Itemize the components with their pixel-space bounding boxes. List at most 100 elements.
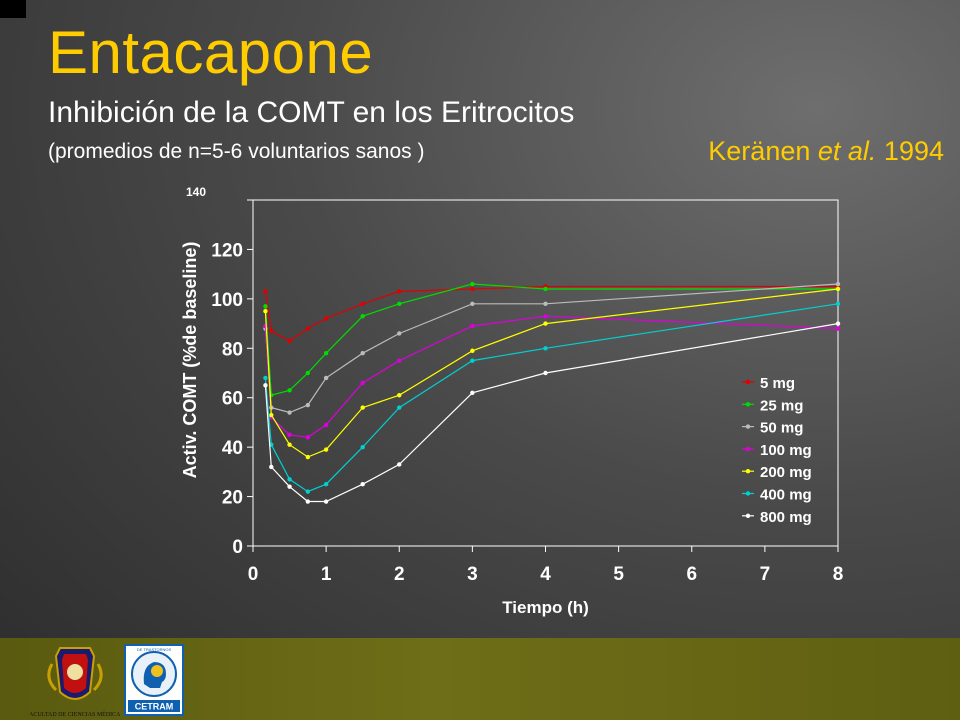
legend-swatch-point [745,402,751,407]
series-line-5-mg [264,285,838,342]
data-point [397,301,402,306]
legend-swatch-point [745,491,751,496]
data-point [263,323,268,329]
legend-label: 800 mg [760,509,812,526]
data-point [470,281,475,287]
data-point [470,286,475,292]
x-tick-label: 5 [613,564,624,585]
series-line-200-mg [264,288,839,458]
y-tick-label: 80 [222,339,243,360]
data-point [470,323,475,329]
data-point [305,489,311,494]
data-point [287,477,292,482]
data-point [360,380,365,386]
slide-title: Entacapone [48,19,374,86]
data-point [543,313,548,319]
data-point [397,289,402,294]
data-point [397,405,402,410]
y-tick-label: 140 [186,185,206,199]
y-tick-label: 100 [211,290,243,311]
legend-swatch-point [745,424,751,429]
data-point [835,281,841,287]
faculty-logo: FACULTAD DE CIENCIAS MÉDICAS [30,647,120,718]
x-tick-label: 4 [540,564,551,585]
data-point [835,321,841,326]
data-point [470,390,475,395]
data-point [323,316,329,321]
data-point [323,375,329,381]
data-point [543,301,548,306]
data-point [397,331,402,336]
x-tick-label: 3 [467,564,478,585]
data-point [305,370,311,376]
x-tick-label: 6 [686,564,697,585]
citation-etal: et al. [817,136,877,166]
data-point [305,499,311,504]
legend-label: 400 mg [760,487,812,504]
data-point [305,326,311,331]
citation-year: 1994 [876,136,944,166]
data-point [397,358,402,363]
data-point [263,375,268,381]
series-line-25-mg [264,283,838,396]
x-tick-label: 8 [833,564,844,585]
x-axis-label: Tiempo (h) [502,598,589,617]
data-point [543,286,548,292]
data-point [287,442,292,447]
data-point [835,286,841,292]
data-point [263,309,268,314]
data-point [323,499,329,504]
data-point [360,444,365,450]
data-point [305,454,311,460]
data-point [360,482,365,487]
data-point [470,301,475,306]
data-point [263,383,268,388]
data-point [397,393,402,398]
citation-author: Keränen [708,136,818,166]
data-point [835,301,841,306]
y-tick-label: 40 [222,438,243,459]
data-point [360,313,365,319]
data-point [305,435,311,440]
data-point [543,370,548,376]
data-point [323,482,329,487]
data-point [287,410,292,415]
slide-subtitle: Inhibición de la COMT en los Eritrocitos [48,96,575,129]
study-note: (promedios de n=5-6 voluntarios sanos ) [48,140,425,163]
legend-label: 200 mg [760,464,812,481]
citation: Keränen et al. 1994 [708,136,944,167]
corner-mark [0,0,26,18]
cetram-ring-text: DE TRASTORNOS [137,647,172,652]
data-point [360,405,365,410]
legend-label: 5 mg [760,375,795,392]
data-point [360,351,365,356]
data-point [323,351,329,356]
data-point [287,338,292,344]
data-point [269,464,274,470]
series-line-100-mg [264,315,839,438]
data-point [287,484,292,489]
series-line-800-mg [264,323,839,503]
data-point [323,422,329,428]
data-point [470,348,475,353]
legend-label: 50 mg [760,420,803,437]
legend-label: 100 mg [760,442,812,459]
faculty-logo-text: FACULTAD DE CIENCIAS MÉDICAS [30,710,120,718]
data-point [323,447,329,452]
x-tick-label: 0 [248,564,259,585]
y-axis-label: Activ. COMT (%de baseline) [180,242,200,479]
y-tick-label: 20 [222,488,243,509]
y-tick-label: 0 [232,537,243,558]
legend-swatch-point [745,513,751,518]
y-tick-label: 120 [211,240,243,261]
data-point [287,388,292,393]
data-point [835,326,841,331]
legend-swatch-point [745,379,751,385]
y-tick-label: 60 [222,389,243,410]
data-point [360,301,365,306]
legend-label: 25 mg [760,397,803,414]
data-point [543,346,548,351]
data-point [287,432,292,437]
data-point [397,462,402,467]
